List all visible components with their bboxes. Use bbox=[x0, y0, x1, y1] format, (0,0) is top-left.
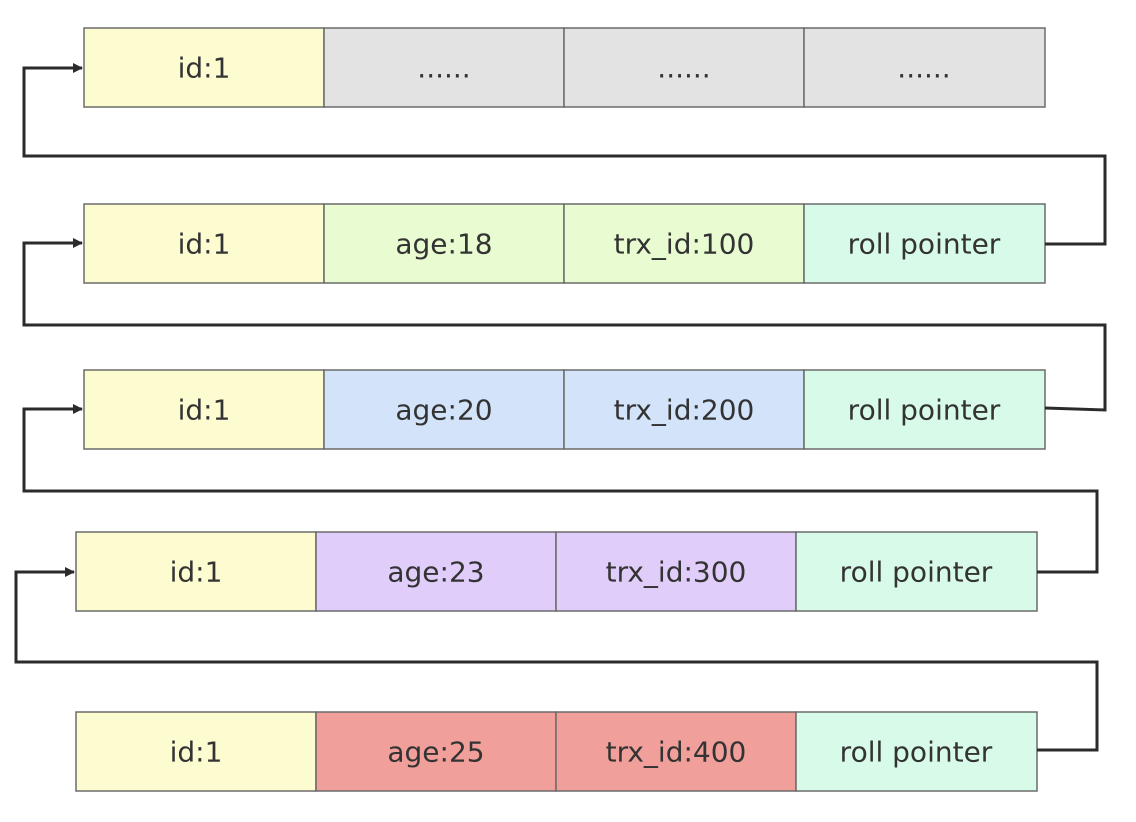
cell bbox=[315, 531, 557, 612]
pointer-arrow bbox=[22, 404, 1099, 574]
cell-label: trx_id:100 bbox=[614, 228, 755, 261]
cell-label: ...... bbox=[897, 52, 950, 85]
cell-label: roll pointer bbox=[848, 394, 1001, 427]
cell bbox=[803, 369, 1046, 450]
cell-label: roll pointer bbox=[840, 736, 993, 769]
cell bbox=[83, 369, 325, 450]
pointer-arrow bbox=[14, 567, 1099, 752]
cell-label: trx_id:400 bbox=[606, 736, 747, 769]
cell-label: roll pointer bbox=[840, 556, 993, 589]
pointer-arrow bbox=[22, 238, 1107, 412]
cell-label: ...... bbox=[657, 52, 710, 85]
cell-label: trx_id:300 bbox=[606, 556, 747, 589]
cell-label: id:1 bbox=[178, 228, 231, 261]
cell-label: id:1 bbox=[170, 556, 223, 589]
cell bbox=[323, 369, 565, 450]
pointer-arrow bbox=[22, 63, 1107, 246]
cell bbox=[555, 711, 797, 792]
cell bbox=[75, 711, 317, 792]
cell-label: age:18 bbox=[395, 228, 492, 261]
cell bbox=[563, 203, 805, 284]
cell-label: ...... bbox=[417, 52, 470, 85]
cell bbox=[323, 203, 565, 284]
cell-label: age:23 bbox=[387, 556, 484, 589]
cell bbox=[75, 531, 317, 612]
cell-label: age:25 bbox=[387, 736, 484, 769]
cell bbox=[315, 711, 557, 792]
cell bbox=[563, 27, 805, 108]
cell-label: roll pointer bbox=[848, 228, 1001, 261]
cell bbox=[803, 27, 1046, 108]
cell bbox=[83, 27, 325, 108]
cell-label: id:1 bbox=[178, 52, 231, 85]
cell bbox=[803, 203, 1046, 284]
cell bbox=[795, 531, 1038, 612]
cell-label: age:20 bbox=[395, 394, 492, 427]
rows: id:1............ ...... id:1 age:18 trx_id:1… bbox=[75, 27, 1046, 792]
cell-label: id:1 bbox=[170, 736, 223, 769]
cell bbox=[323, 27, 565, 108]
cell bbox=[795, 711, 1038, 792]
cell-label: trx_id:200 bbox=[614, 394, 755, 427]
cell-label: id:1 bbox=[178, 394, 231, 427]
cell bbox=[83, 203, 325, 284]
